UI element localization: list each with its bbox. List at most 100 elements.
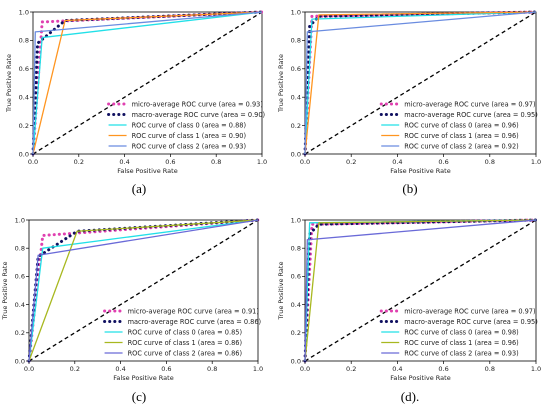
x-tick-label: 0.4 xyxy=(119,158,129,166)
roc-series-line xyxy=(32,11,263,155)
y-tick-label: 0.2 xyxy=(19,122,29,130)
roc-panel-3: 0.0 0.2 0.4 0.6 0.8 1.0 0.0 0.2 0.4 0.6 0.8 1.0 Fals… xyxy=(1,216,263,404)
chance-diagonal-line xyxy=(304,11,537,155)
chance-diagonal-line xyxy=(304,219,537,362)
legend-entry: ROC curve of class 0 (area = 0.88) xyxy=(132,121,247,129)
x-tick-label: 1.0 xyxy=(257,158,267,166)
y-tick-label: 0.0 xyxy=(291,357,301,365)
legend-entry: ROC curve of class 2 (area = 0.93) xyxy=(404,349,518,357)
legend-entry: macro-average ROC curve (area = 0.90) xyxy=(132,111,266,119)
x-tick-label: 0.8 xyxy=(485,158,495,166)
roc-series-line xyxy=(28,219,259,362)
legend-entry: ROC curve of class 0 (area = 0.85) xyxy=(128,328,243,336)
roc-series-line xyxy=(304,11,537,155)
y-axis-title: True Positive Rate xyxy=(277,54,285,113)
roc-series-line xyxy=(304,219,537,362)
legend-entry: macro-average ROC curve (area = 0.95) xyxy=(404,111,538,119)
x-tick-label: 0.4 xyxy=(115,365,125,373)
chance-diagonal-line xyxy=(28,219,259,362)
x-tick-label: 0.0 xyxy=(300,365,310,373)
roc-panel-1: 0.0 0.2 0.4 0.6 0.8 1.0 0.0 0.2 0.4 0.6 0.8 1.0 Fals… xyxy=(5,8,267,196)
x-tick-label: 0.0 xyxy=(28,158,38,166)
x-tick-label: 0.4 xyxy=(392,365,402,373)
x-tick-label: 0.2 xyxy=(346,158,356,166)
x-tick-label: 0.2 xyxy=(346,365,356,373)
legend-entry: ROC curve of class 2 (area = 0.86) xyxy=(128,349,243,357)
panel-caption: (d). xyxy=(401,389,419,404)
y-tick-label: 0.0 xyxy=(19,150,29,158)
y-tick-label: 0.4 xyxy=(19,94,29,102)
y-tick-label: 0.2 xyxy=(291,329,301,337)
roc-series-line xyxy=(304,11,537,155)
y-tick-label: 0.6 xyxy=(291,273,301,281)
x-tick-label: 0.0 xyxy=(24,365,34,373)
y-tick-label: 1.0 xyxy=(19,8,29,16)
x-tick-label: 0.6 xyxy=(165,158,175,166)
panel-caption: (c) xyxy=(132,389,146,404)
legend-entry: ROC curve of class 0 (area = 0.96) xyxy=(404,121,518,129)
y-tick-label: 0.6 xyxy=(15,273,25,281)
y-tick-label: 0.4 xyxy=(291,94,301,102)
roc-panel-2: 0.0 0.2 0.4 0.6 0.8 1.0 0.0 0.2 0.4 0.6 0.8 1.0 Fals… xyxy=(277,8,541,196)
roc-series-line xyxy=(304,219,537,362)
y-tick-label: 1.0 xyxy=(291,216,301,224)
legend-entry: micro-average ROC curve (area = 0.93) xyxy=(132,100,263,108)
roc-series-line xyxy=(28,219,259,362)
x-tick-label: 1.0 xyxy=(531,365,541,373)
y-tick-label: 1.0 xyxy=(291,8,301,16)
y-tick-label: 0.0 xyxy=(15,357,25,365)
y-tick-label: 1.0 xyxy=(15,216,25,224)
roc-series-line xyxy=(303,10,538,156)
legend-entry: ROC curve of class 1 (area = 0.96) xyxy=(404,339,518,347)
legend-entry: ROC curve of class 1 (area = 0.96) xyxy=(404,132,518,140)
y-tick-label: 0.6 xyxy=(19,65,29,73)
legend-entry: ROC curve of class 2 (area = 0.92) xyxy=(404,142,518,150)
y-axis-title: True Positive Rate xyxy=(1,262,9,321)
x-tick-label: 1.0 xyxy=(253,365,263,373)
legend-entry: micro-average ROC curve (area = 0.91) xyxy=(128,307,259,315)
roc-series-line xyxy=(32,11,263,155)
y-tick-label: 0.2 xyxy=(291,122,301,130)
x-tick-label: 0.8 xyxy=(211,158,221,166)
x-tick-label: 0.6 xyxy=(438,158,448,166)
y-axis-title: True Positive Rate xyxy=(277,262,285,321)
x-tick-label: 0.6 xyxy=(161,365,171,373)
x-tick-label: 0.8 xyxy=(485,365,495,373)
x-tick-label: 0.2 xyxy=(70,365,80,373)
y-tick-label: 0.8 xyxy=(291,245,301,253)
roc-panel-4: 0.0 0.2 0.4 0.6 0.8 1.0 0.0 0.2 0.4 0.6 0.8 1.0 Fals… xyxy=(277,216,541,404)
panel-caption: (b) xyxy=(402,181,417,196)
panel-caption: (a) xyxy=(132,181,146,196)
x-axis-title: False Positive Rate xyxy=(390,374,450,382)
x-tick-label: 0.2 xyxy=(74,158,84,166)
x-axis-title: False Positive Rate xyxy=(117,167,177,175)
legend-entry: macro-average ROC curve (area = 0.95) xyxy=(404,318,538,326)
y-tick-label: 0.0 xyxy=(291,150,301,158)
legend-entry: ROC curve of class 2 (area = 0.93) xyxy=(132,142,247,150)
y-tick-label: 0.2 xyxy=(15,329,25,337)
roc-series-line xyxy=(32,11,263,155)
roc-series-line xyxy=(304,11,537,155)
legend-entry: ROC curve of class 1 (area = 0.90) xyxy=(132,132,247,140)
x-tick-label: 0.4 xyxy=(392,158,402,166)
y-tick-label: 0.4 xyxy=(15,301,25,309)
y-tick-label: 0.8 xyxy=(291,37,301,45)
legend-entry: micro-average ROC curve (area = 0.97) xyxy=(404,307,535,315)
chance-diagonal-line xyxy=(32,11,263,155)
x-tick-label: 1.0 xyxy=(531,158,541,166)
y-tick-label: 0.8 xyxy=(15,245,25,253)
y-tick-label: 0.6 xyxy=(291,65,301,73)
x-tick-label: 0.0 xyxy=(300,158,310,166)
y-axis-title: True Positive Rate xyxy=(5,54,13,113)
x-tick-label: 0.6 xyxy=(438,365,448,373)
x-axis-title: False Positive Rate xyxy=(113,374,173,382)
y-tick-label: 0.8 xyxy=(19,37,29,45)
x-tick-label: 0.8 xyxy=(207,365,217,373)
legend-entry: ROC curve of class 1 (area = 0.86) xyxy=(128,339,243,347)
roc-series-line xyxy=(28,219,259,362)
x-axis-title: False Positive Rate xyxy=(390,167,450,175)
legend-entry: macro-average ROC curve (area = 0.86) xyxy=(128,318,262,326)
legend-entry: ROC curve of class 0 (area = 0.98) xyxy=(404,328,518,336)
roc-series-line xyxy=(303,218,538,363)
